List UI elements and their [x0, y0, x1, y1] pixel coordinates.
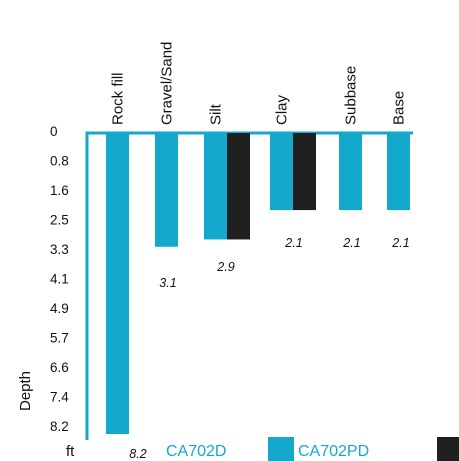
y-axis-title: Depth: [17, 371, 34, 411]
bar-1-series-0: [155, 133, 178, 247]
legend-label-ca702pd: CA702PD: [298, 443, 369, 460]
y-axis-unit: ft: [66, 443, 75, 460]
category-label: Silt: [208, 103, 225, 125]
y-tick-label: 2.5: [50, 213, 69, 228]
value-label: 3.1: [159, 276, 176, 290]
value-labels: 8.2 3.1 2.9 2.1 2.1 2.1: [129, 236, 409, 461]
value-label: 2.1: [284, 236, 302, 250]
category-label: Gravel/Sand: [159, 42, 176, 125]
bar-4-series-0: [339, 133, 362, 211]
bar-3-series-0: [270, 133, 293, 211]
value-label: 2.9: [216, 260, 234, 274]
y-tick-label: 1.6: [50, 183, 69, 198]
bar-2-series-1: [227, 133, 250, 240]
category-label: Subbase: [343, 66, 360, 125]
legend: CA702D CA702PD: [166, 437, 459, 461]
y-tick-label: 4.1: [50, 272, 69, 287]
y-tick-label: 5.7: [50, 331, 69, 346]
bar-2-series-0: [204, 133, 227, 240]
value-label: 8.2: [129, 447, 146, 461]
category-labels: Rock fill Gravel/Sand Silt Clay Subbase Base: [110, 42, 408, 125]
y-tick-label: 4.9: [50, 301, 69, 316]
y-tick-label: 8.2: [50, 419, 69, 434]
y-tick-label: 6.6: [50, 360, 69, 375]
y-tick-label: 3.3: [50, 242, 69, 257]
y-tick-label: 0: [50, 124, 58, 139]
legend-swatch-ca702d: [268, 437, 294, 461]
value-label: 2.1: [342, 236, 360, 250]
legend-label-ca702d: CA702D: [166, 443, 226, 460]
legend-swatch-ca702pd: [437, 437, 459, 461]
category-label: Base: [391, 91, 408, 125]
y-tick-labels: 0 0.8 1.6 2.5 3.3 4.1 4.9 5.7 6.6 7.4 8.2: [50, 124, 69, 434]
y-tick-label: 0.8: [50, 154, 69, 169]
value-label: 2.1: [391, 236, 409, 250]
bar-0-series-0: [106, 133, 129, 434]
bar-3-series-1: [293, 133, 316, 211]
bar-5-series-0: [387, 133, 410, 211]
y-tick-label: 7.4: [50, 390, 69, 405]
bars: [106, 133, 410, 434]
category-label: Clay: [274, 94, 291, 125]
category-label: Rock fill: [110, 72, 127, 125]
